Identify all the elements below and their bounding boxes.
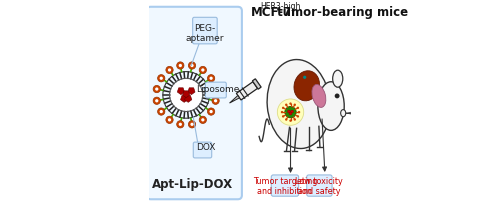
Circle shape [334,94,340,99]
Circle shape [158,108,165,116]
Ellipse shape [267,60,330,149]
Circle shape [290,120,292,122]
Circle shape [294,119,296,121]
Circle shape [288,111,290,113]
FancyBboxPatch shape [206,83,227,99]
Circle shape [201,119,204,122]
Ellipse shape [318,82,344,131]
Text: MCF-7: MCF-7 [251,6,292,19]
Circle shape [281,111,283,114]
Circle shape [214,88,217,91]
Circle shape [285,104,288,106]
Ellipse shape [332,71,343,88]
Polygon shape [184,96,192,103]
Circle shape [170,80,202,111]
Polygon shape [188,88,195,95]
Circle shape [296,116,299,118]
FancyBboxPatch shape [306,175,332,196]
Ellipse shape [294,71,320,101]
Circle shape [166,117,173,124]
Circle shape [303,76,306,80]
Circle shape [155,100,158,103]
FancyBboxPatch shape [194,142,212,158]
Circle shape [166,67,173,74]
Circle shape [155,88,158,91]
Circle shape [199,67,206,74]
Circle shape [201,69,204,72]
Polygon shape [180,96,188,103]
Circle shape [178,64,182,68]
Circle shape [153,86,160,93]
Circle shape [158,75,165,82]
Circle shape [190,64,194,68]
Text: tumor-bearing mice: tumor-bearing mice [273,6,408,19]
Circle shape [282,107,284,110]
Circle shape [212,86,219,93]
Text: HER3-high: HER3-high [260,2,301,11]
Circle shape [176,121,184,128]
Circle shape [290,111,294,113]
Circle shape [176,63,184,70]
Circle shape [294,104,296,106]
Circle shape [160,77,163,81]
Polygon shape [230,96,239,104]
Circle shape [296,107,299,110]
Circle shape [290,103,292,105]
Circle shape [188,63,196,70]
FancyBboxPatch shape [146,8,242,199]
Circle shape [188,121,196,128]
Circle shape [190,123,194,126]
Circle shape [289,113,292,115]
Polygon shape [182,91,190,98]
Circle shape [210,110,213,114]
Text: Tumor targeting
and inhibition: Tumor targeting and inhibition [252,176,317,195]
Polygon shape [252,79,261,90]
Circle shape [212,98,219,105]
Circle shape [208,108,215,116]
Circle shape [214,100,217,103]
Circle shape [285,119,288,121]
Text: Liposome: Liposome [196,85,240,94]
Circle shape [208,75,215,82]
Circle shape [178,123,182,126]
FancyBboxPatch shape [192,18,217,45]
Ellipse shape [340,110,345,117]
Circle shape [199,117,206,124]
Text: PEG-
aptamer: PEG- aptamer [185,24,224,43]
Circle shape [168,119,171,122]
Polygon shape [236,82,258,101]
Circle shape [168,69,171,72]
Circle shape [278,100,303,126]
Text: DOX: DOX [196,142,215,151]
Circle shape [298,111,300,114]
FancyBboxPatch shape [272,175,298,196]
Circle shape [153,98,160,105]
Ellipse shape [312,85,326,108]
Text: Apt-Lip-DOX: Apt-Lip-DOX [152,177,233,190]
Circle shape [210,77,213,81]
Circle shape [160,110,163,114]
Polygon shape [178,88,184,95]
Circle shape [285,107,296,118]
Circle shape [282,116,284,118]
Text: Low toxicity
and safety: Low toxicity and safety [296,176,343,195]
